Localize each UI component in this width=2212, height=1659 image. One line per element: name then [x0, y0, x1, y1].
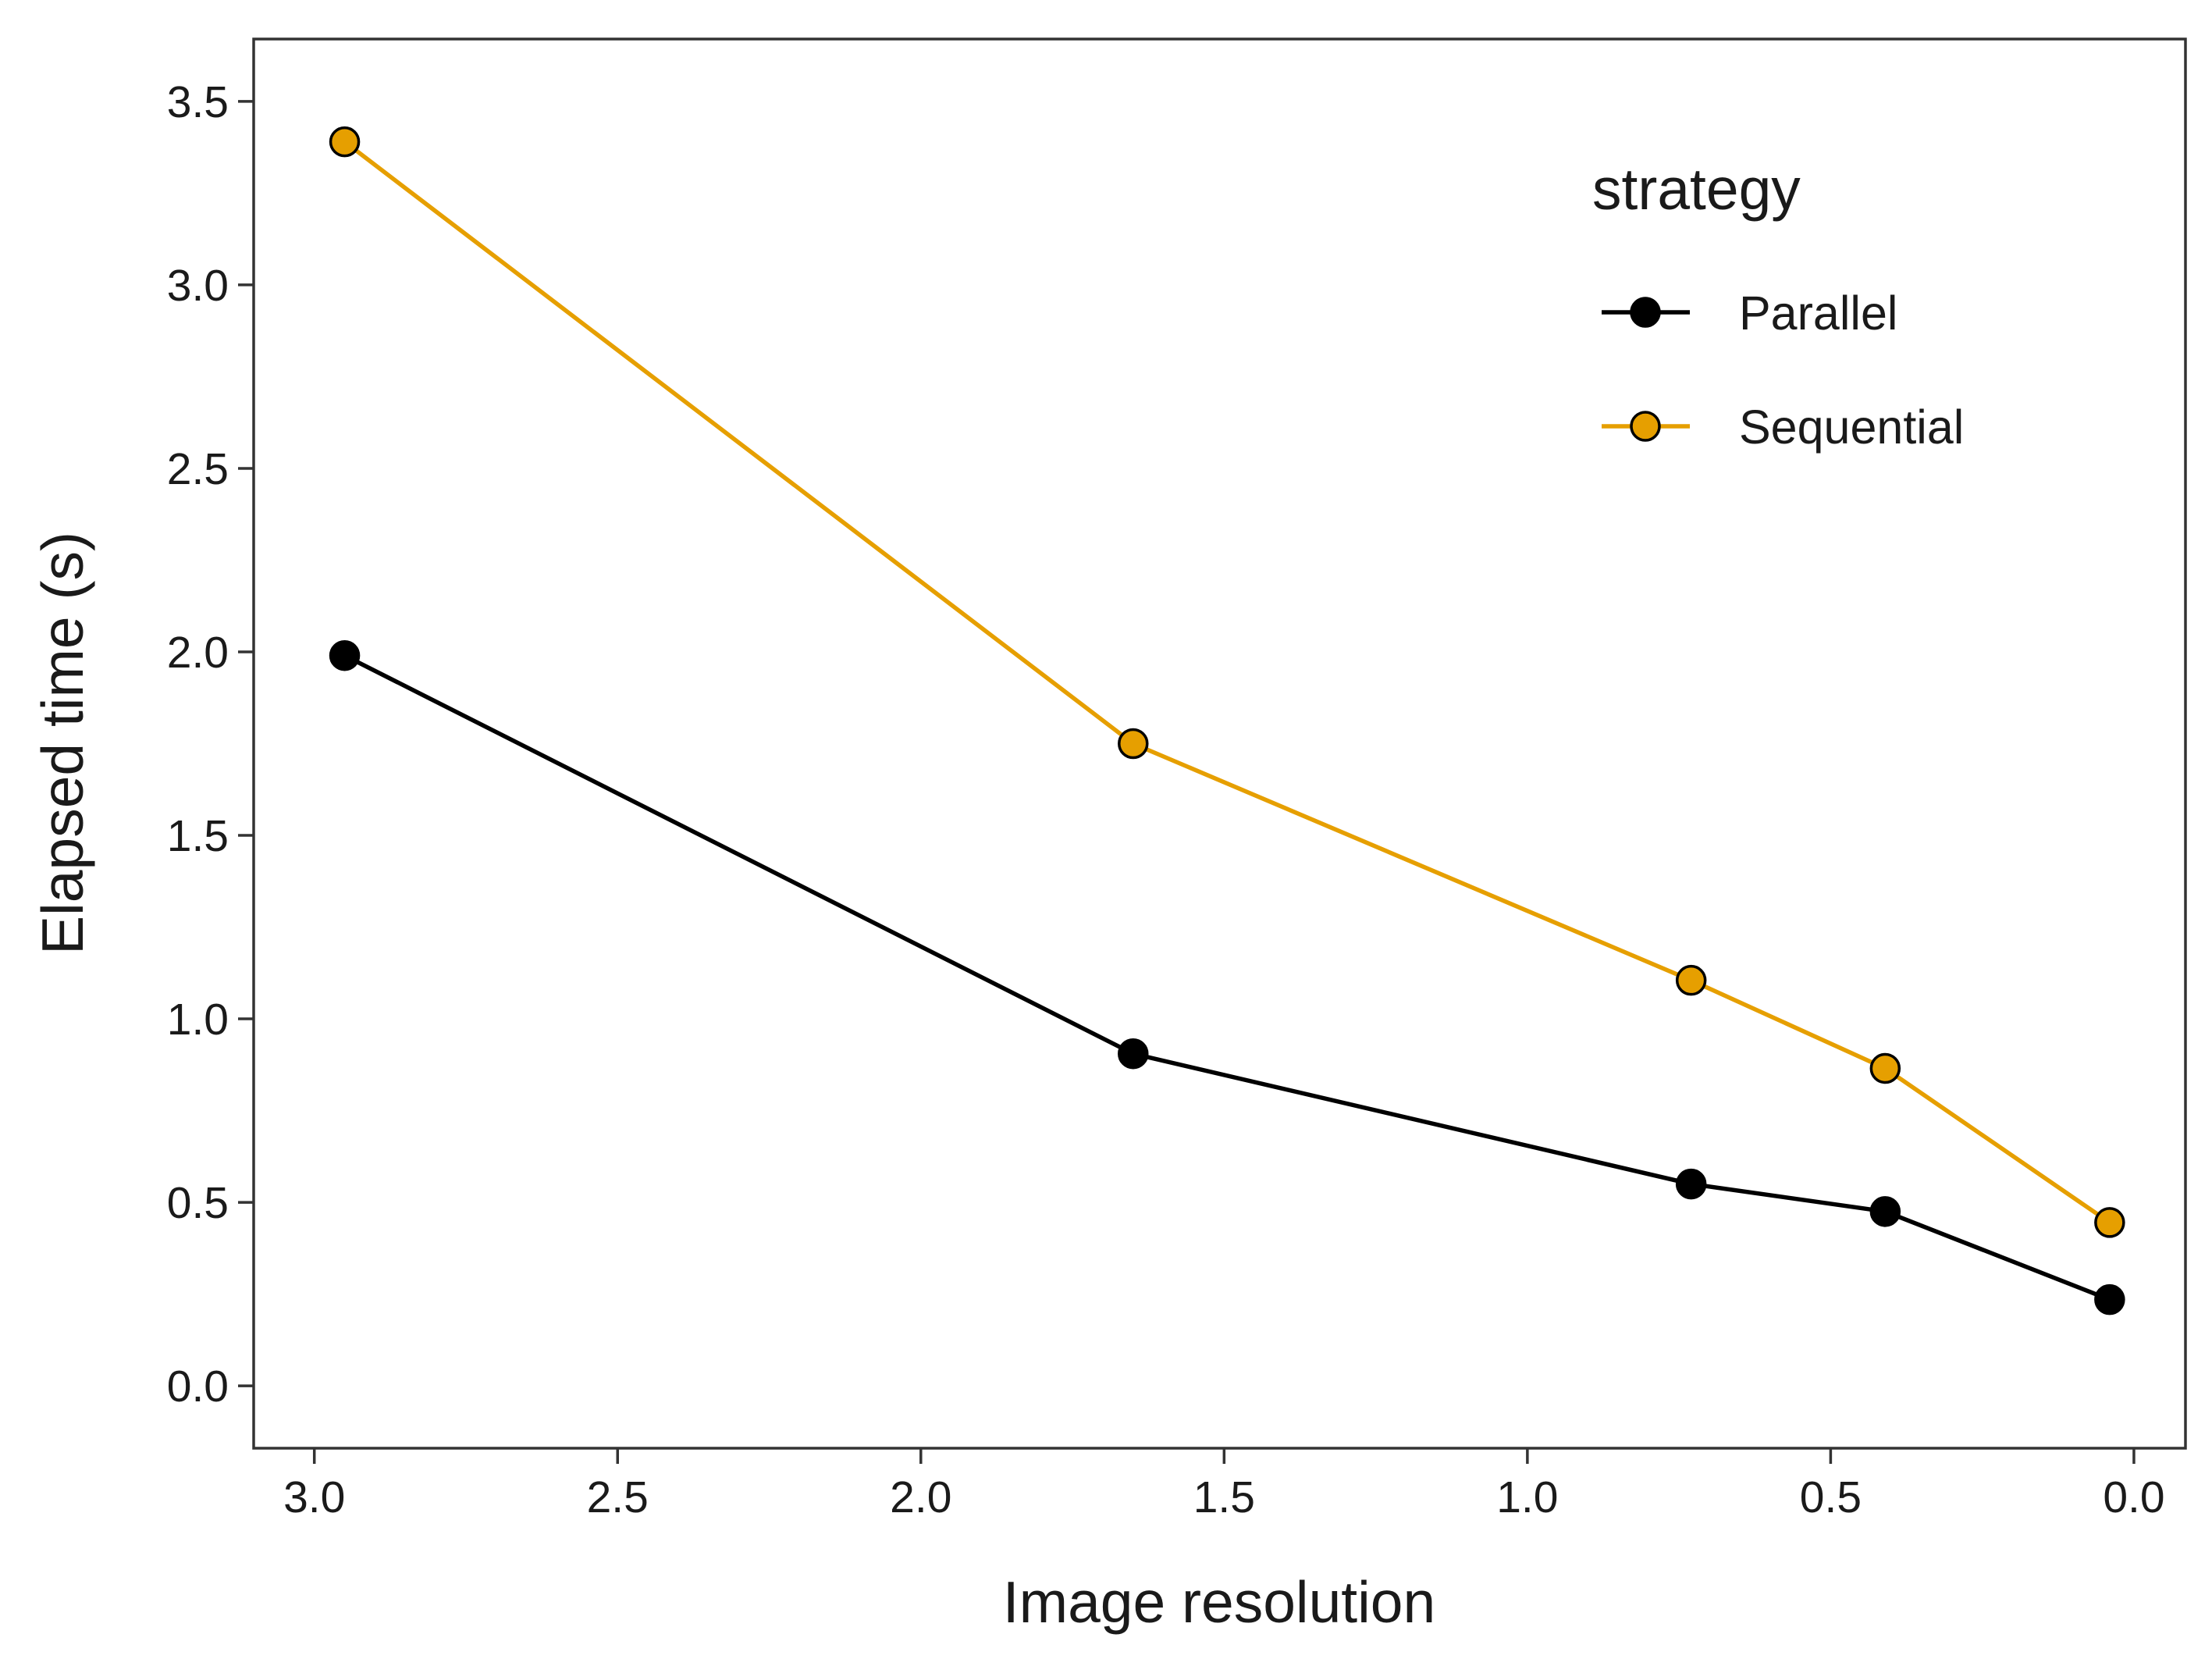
series-layer — [329, 126, 2125, 1315]
y-axis-title: Elapsed time (s) — [30, 532, 95, 955]
legend: strategy Parallel Sequential — [1592, 156, 1964, 454]
y-axis: 0.0 0.5 1.0 1.5 2.0 2.5 3.0 3.5 — [167, 77, 254, 1412]
data-point-parallel — [1869, 1196, 1901, 1227]
data-point-sequential — [1118, 728, 1149, 760]
x-tick-label: 3.0 — [283, 1472, 345, 1522]
x-axis: 3.0 2.5 2.0 1.5 1.0 0.5 0.0 — [283, 1448, 2165, 1522]
x-tick-label: 0.5 — [1800, 1472, 1862, 1522]
data-point-sequential — [2094, 1207, 2125, 1238]
y-tick-label: 0.0 — [167, 1362, 229, 1412]
data-point-parallel — [1118, 1038, 1149, 1070]
y-tick-label: 1.0 — [167, 995, 229, 1045]
data-point-sequential — [1869, 1052, 1901, 1084]
legend-title: strategy — [1592, 156, 1801, 222]
legend-items: Parallel Sequential — [1602, 287, 1964, 454]
data-point-parallel — [2094, 1283, 2125, 1315]
y-tick-label: 2.5 — [167, 444, 229, 494]
x-tick-label: 2.0 — [890, 1472, 951, 1522]
y-tick-label: 3.5 — [167, 77, 229, 127]
data-point-sequential — [329, 126, 361, 158]
plot-panel — [252, 37, 2187, 1450]
x-tick-label: 1.0 — [1496, 1472, 1558, 1522]
legend-label: Sequential — [1739, 401, 1964, 454]
y-tick-label: 3.0 — [167, 261, 229, 311]
y-tick-label: 2.0 — [167, 628, 229, 678]
y-tick-label: 0.5 — [167, 1178, 229, 1228]
legend-label: Parallel — [1739, 287, 1897, 340]
legend-key-marker — [1630, 411, 1661, 442]
data-point-parallel — [1675, 1168, 1707, 1200]
x-tick-label: 2.5 — [587, 1472, 649, 1522]
x-tick-label: 1.5 — [1193, 1472, 1255, 1522]
x-axis-title: Image resolution — [1003, 1569, 1435, 1635]
data-point-parallel — [329, 639, 361, 671]
y-tick-label: 1.5 — [167, 811, 229, 861]
data-point-sequential — [1675, 964, 1707, 996]
x-tick-label: 0.0 — [2103, 1472, 2164, 1522]
legend-key-marker — [1630, 297, 1661, 328]
